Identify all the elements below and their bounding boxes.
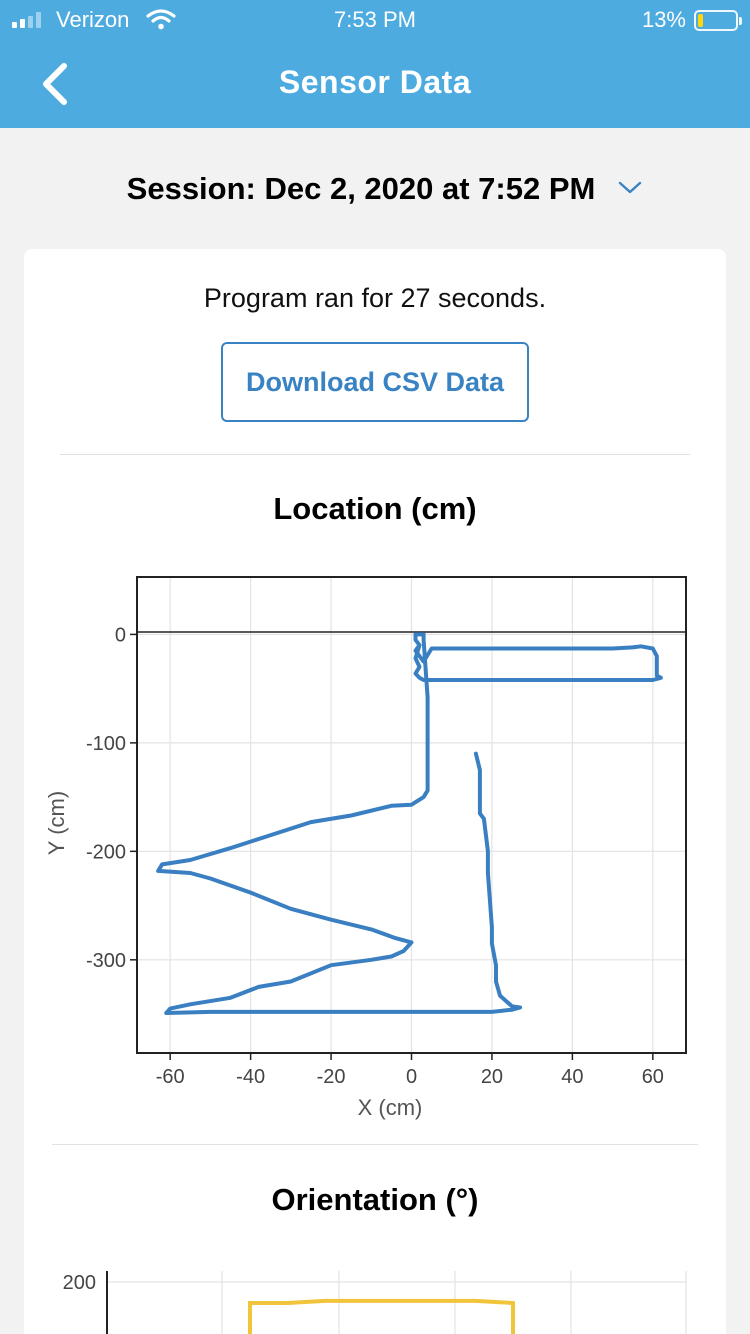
- location-chart-title: Location (cm): [273, 491, 477, 526]
- chevron-down-icon: [619, 181, 642, 194]
- orientation-trace: [248, 1298, 515, 1334]
- x-tick-label: -60: [156, 1066, 185, 1088]
- wifi-icon: [146, 9, 176, 30]
- session-label: Session: Dec 2, 2020 at 7:52 PM: [126, 171, 596, 206]
- x-tick-label: -40: [236, 1066, 265, 1088]
- x-tick-label: -20: [317, 1066, 346, 1088]
- status-time: 7:53 PM: [334, 7, 416, 32]
- runtime-text: Program ran for 27 seconds.: [203, 283, 547, 313]
- plot-frame: [136, 576, 687, 1054]
- orientation-chart-title: Orientation (°): [271, 1182, 479, 1217]
- y-tick-label: -200: [86, 841, 126, 863]
- battery-icon: [694, 10, 742, 31]
- x-tick-label: 60: [642, 1066, 664, 1088]
- y-tick-label: 0: [115, 624, 126, 646]
- y-axis-label: Y (cm): [44, 791, 69, 855]
- divider: [52, 1144, 698, 1145]
- y-tick-label: -300: [86, 950, 126, 972]
- carrier-name: Verizon: [56, 7, 130, 32]
- cell-signal-icon: [12, 12, 41, 28]
- back-chevron-icon[interactable]: [38, 62, 78, 106]
- battery-percentage: 13%: [641, 7, 686, 32]
- x-tick-label: 40: [561, 1066, 583, 1088]
- download-csv-button[interactable]: Download CSV Data: [221, 342, 529, 422]
- divider: [60, 454, 690, 455]
- x-tick-label: 20: [481, 1066, 503, 1088]
- status-bar: Verizon 7:53 PM 13%: [0, 0, 750, 40]
- page-title: Sensor Data: [278, 64, 472, 100]
- session-selector[interactable]: Session: Dec 2, 2020 at 7:52 PM: [0, 168, 750, 210]
- y-tick-label: -100: [86, 733, 126, 755]
- location-trace: [156, 632, 663, 1015]
- x-axis-label: X (cm): [358, 1095, 423, 1120]
- sensor-data-card: Program ran for 27 seconds. Download CSV…: [24, 249, 726, 1334]
- app-header: Verizon 7:53 PM 13% Sensor Data: [0, 0, 750, 128]
- x-tick-label: 0: [406, 1066, 417, 1088]
- y-tick-label: 200: [63, 1272, 96, 1294]
- location-chart: -60 -40 -20 0 20 40 600-100-200-300 X (cm) Y (…: [44, 576, 687, 1120]
- orientation-chart: 200: [63, 1271, 687, 1334]
